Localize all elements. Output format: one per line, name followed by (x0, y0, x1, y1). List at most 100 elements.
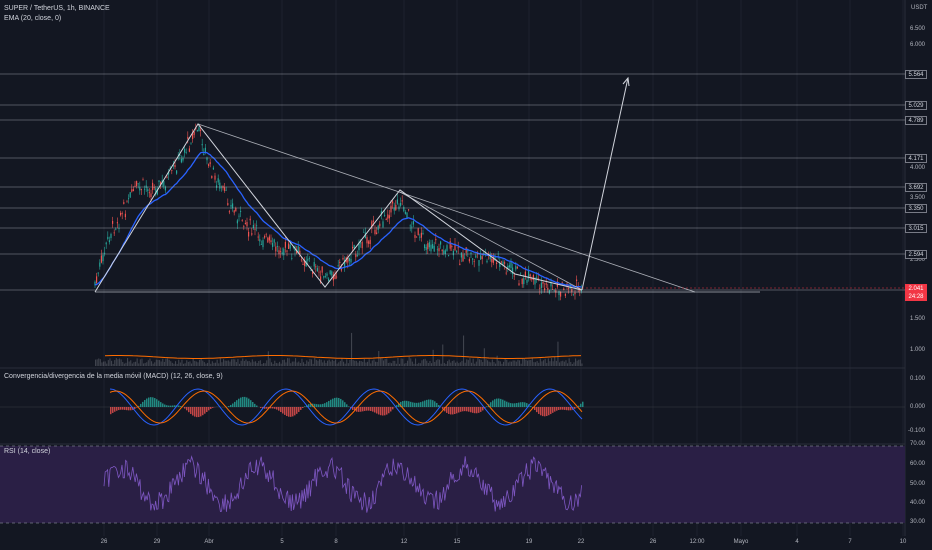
candle-body (94, 281, 96, 286)
candle-body (539, 287, 541, 289)
volume-bar (557, 341, 559, 366)
volume-bar (144, 362, 146, 366)
macd-histogram-bar (338, 397, 340, 407)
candle-body (180, 158, 182, 163)
volume-bar (215, 362, 217, 366)
macd-histogram-bar (552, 407, 554, 413)
rsi-tick: 70.00 (910, 441, 926, 447)
volume-bar (525, 359, 527, 366)
candle-body (97, 272, 99, 274)
macd-histogram-bar (236, 400, 238, 407)
macd-histogram-bar (460, 407, 462, 412)
volume-bar (247, 361, 249, 366)
candle-body (435, 238, 437, 241)
macd-tick: 0.000 (910, 404, 926, 410)
candle-body (113, 232, 115, 234)
macd-histogram-bar (414, 402, 416, 407)
volume-bar (115, 358, 117, 366)
volume-bar (498, 360, 500, 366)
volume-bar (533, 362, 535, 366)
volume-bar (490, 362, 492, 366)
candle-body (446, 245, 448, 251)
macd-histogram-bar (408, 401, 410, 407)
macd-histogram-bar (146, 398, 148, 407)
volume-bar (131, 363, 133, 366)
volume-bar (143, 363, 145, 366)
macd-histogram-bar (368, 407, 370, 411)
candle-body (385, 218, 387, 221)
volume-bar (520, 363, 522, 366)
candle-body (561, 281, 563, 283)
macd-legend[interactable]: Convergencia/divergencia de la media móv… (4, 373, 223, 380)
ema-legend[interactable]: EMA (20, close, 0) (4, 15, 62, 22)
candle-body (281, 252, 283, 254)
time-tick: 4 (795, 539, 799, 545)
candle-body (536, 276, 538, 278)
macd-histogram-bar (398, 403, 400, 407)
symbol-title[interactable]: SUPER / TetherUS, 1h, BINANCE (4, 5, 110, 12)
volume-bar (506, 359, 508, 366)
candle-body (366, 237, 368, 244)
volume-bar (517, 359, 519, 366)
volume-bar (328, 359, 330, 366)
volume-bar (378, 350, 380, 366)
volume-bar (290, 363, 292, 366)
candle-body (436, 249, 438, 251)
candle-body (193, 131, 195, 135)
volume-bar (365, 362, 367, 366)
volume-bar (202, 360, 204, 366)
volume-bar (216, 359, 218, 366)
candle-body (243, 226, 245, 228)
candle-body (372, 220, 374, 222)
volume-bar (194, 360, 196, 366)
candle-body (568, 288, 570, 289)
volume-bar (237, 359, 239, 366)
candle-body (272, 243, 274, 247)
arrow-head (622, 76, 630, 87)
candle-body (355, 254, 357, 258)
macd-histogram-bar (296, 407, 298, 414)
candle-body (267, 237, 269, 243)
candle-body (283, 248, 285, 256)
time-tick: 26 (100, 539, 108, 545)
volume-bar (503, 361, 505, 366)
volume-bar (229, 361, 231, 366)
volume-bar (386, 358, 388, 366)
rsi-legend[interactable]: RSI (14, close) (4, 448, 51, 455)
volume-bar (307, 361, 309, 366)
volume-bar (315, 359, 317, 366)
volume-bar (279, 361, 281, 366)
macd-histogram-bar (298, 407, 300, 412)
candle-body (120, 212, 122, 216)
macd-histogram-bar (324, 403, 326, 407)
volume-bar (535, 362, 537, 366)
rsi-tick: 40.00 (910, 500, 926, 506)
candle-body (339, 261, 341, 263)
candle-body (360, 242, 362, 244)
volume-bar (573, 362, 575, 366)
volume-bar (299, 362, 301, 366)
volume-bar (325, 362, 327, 366)
candle-body (203, 153, 205, 156)
volume-bar (355, 360, 357, 366)
volume-bar (576, 360, 578, 366)
volume-bar (536, 361, 538, 366)
candle-body (348, 258, 350, 261)
volume-bar (167, 358, 169, 366)
candle-body (571, 288, 573, 292)
volume-bar (499, 361, 501, 366)
candle-body (310, 269, 312, 271)
macd-histogram-bar (334, 397, 336, 407)
volume-bar (555, 360, 557, 366)
volume-bar (357, 362, 359, 366)
macd-histogram-bar (122, 407, 124, 410)
macd-histogram-bar (510, 403, 512, 407)
volume-bar (504, 359, 506, 366)
candle-body (350, 258, 352, 263)
volume-bar (424, 358, 426, 366)
drawing-tools[interactable] (0, 73, 905, 293)
candle-body (432, 244, 434, 249)
volume-bar (303, 362, 305, 366)
volume-bar (277, 363, 279, 366)
